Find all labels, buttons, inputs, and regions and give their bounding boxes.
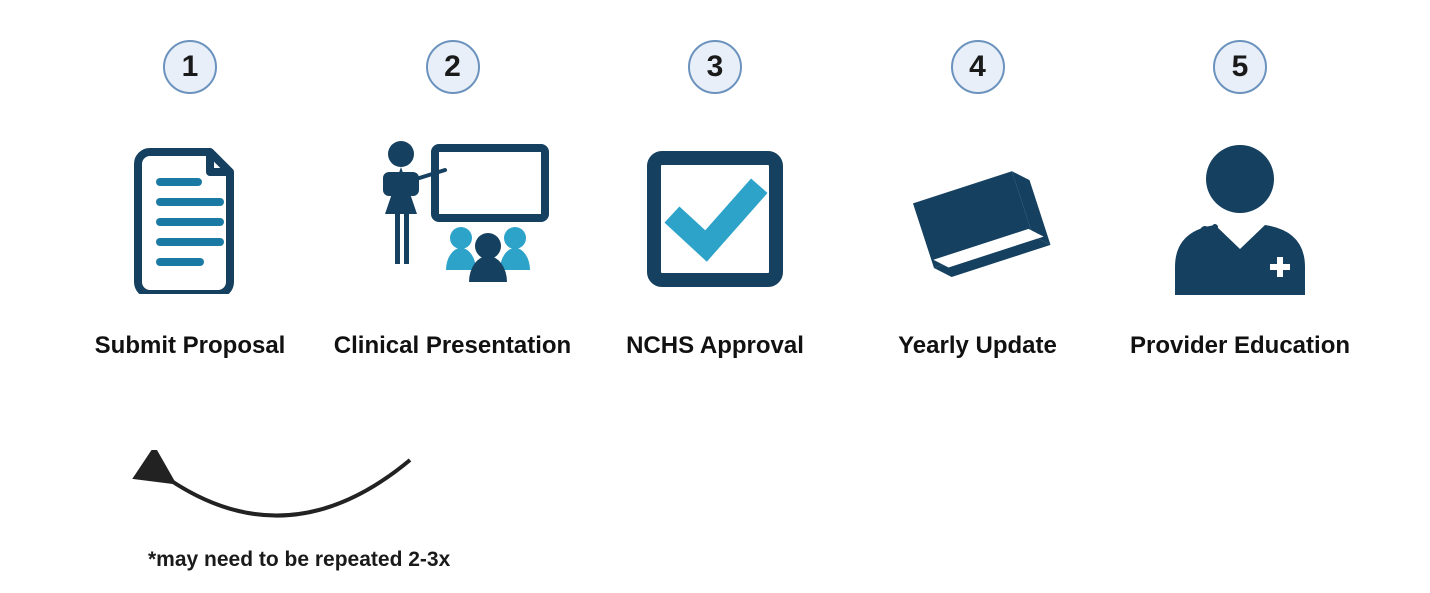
step-4: 4 Yearly Update: [848, 40, 1108, 360]
step-number-3: 3: [688, 40, 742, 94]
doctor-icon: [1155, 134, 1325, 304]
step-2: 2: [323, 40, 583, 360]
step-label-1: Submit Proposal: [95, 332, 286, 360]
step-number-5: 5: [1213, 40, 1267, 94]
footnote: *may need to be repeated 2-3x: [148, 548, 450, 572]
book-icon: [893, 134, 1063, 304]
step-5: 5 Provider Education: [1110, 40, 1370, 360]
checkbox-icon: [640, 134, 790, 304]
step-label-2: Clinical Presentation: [334, 332, 571, 360]
step-label-4: Yearly Update: [898, 332, 1057, 360]
presentation-icon: [353, 134, 553, 304]
step-3: 3 NCHS Approval: [585, 40, 845, 360]
steps-row: 1 Submit Proposal 2: [0, 0, 1430, 360]
step-label-3: NCHS Approval: [626, 332, 804, 360]
step-label-5: Provider Education: [1130, 332, 1350, 360]
step-1: 1 Submit Proposal: [60, 40, 320, 360]
document-icon: [130, 134, 250, 304]
step-number-2: 2: [426, 40, 480, 94]
step-number-4: 4: [951, 40, 1005, 94]
step-number-1: 1: [163, 40, 217, 94]
